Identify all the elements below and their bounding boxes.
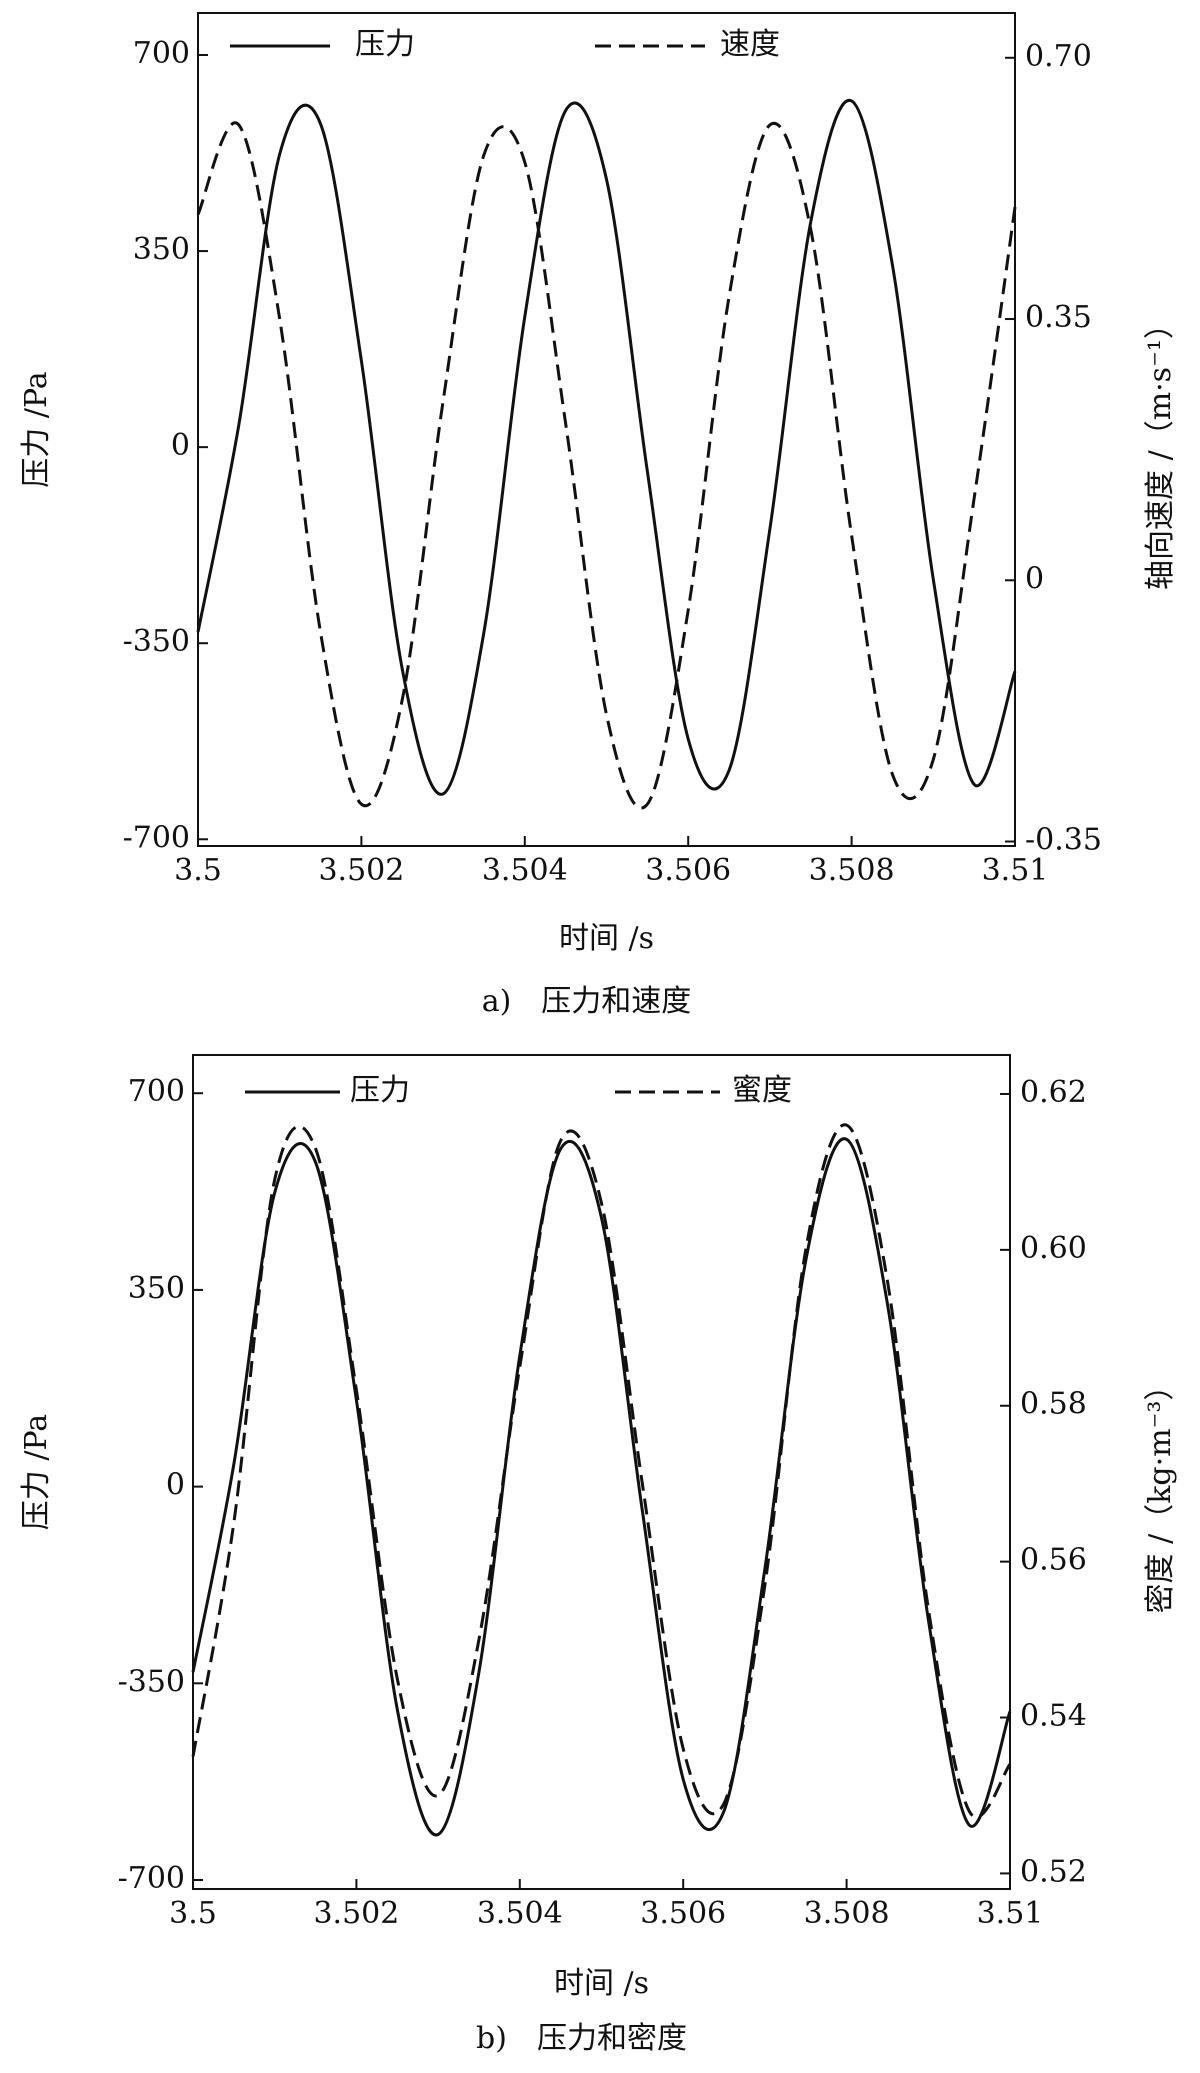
x-tick-label: 3.504 xyxy=(482,853,568,888)
y2-tick-label: 0.56 xyxy=(1020,1543,1087,1578)
legend-label: 压力 xyxy=(355,27,415,62)
y-tick-label: 700 xyxy=(133,36,190,71)
x-tick-label: 3.508 xyxy=(809,853,895,888)
x-tick-label: 3.508 xyxy=(804,1896,890,1931)
caption: b) 压力和密度 xyxy=(476,2021,687,2056)
series-line xyxy=(191,1123,1012,1819)
x-tick-label: 3.5 xyxy=(169,1896,217,1931)
y-axis-label: 压力 /Pa xyxy=(19,1414,54,1530)
y2-tick-label: 0.35 xyxy=(1025,300,1092,335)
legend-label: 速度 xyxy=(720,27,780,62)
x-tick-label: 3.51 xyxy=(982,853,1049,888)
y2-tick-label: 0.62 xyxy=(1020,1075,1087,1110)
x-tick-label: 3.504 xyxy=(477,1896,563,1931)
chart: 3.5 3.502 3.504 3.506 3.508 3.51 700 350 0 -350 -7… xyxy=(19,1054,1178,2056)
y2-tick-label: 0.54 xyxy=(1020,1699,1087,1734)
series-line xyxy=(196,98,1017,796)
y-tick-label: -350 xyxy=(118,1664,185,1699)
y2-axis-label: 轴向速度 /（m·s⁻¹） xyxy=(1143,309,1178,590)
y2-tick-label: 0.58 xyxy=(1020,1387,1087,1422)
x-tick-label: 3.506 xyxy=(640,1896,726,1931)
y2-tick-label: 0 xyxy=(1025,561,1044,596)
y2-tick-label: 0.52 xyxy=(1020,1854,1087,1889)
x-axis-label: 时间 /s xyxy=(559,921,654,956)
series-line xyxy=(196,121,1017,810)
plot-frame xyxy=(192,1054,1011,1890)
legend-label: 压力 xyxy=(350,1073,410,1108)
y-tick-label: 0 xyxy=(166,1468,185,1503)
y-tick-label: -700 xyxy=(123,820,190,855)
y-tick-label: 700 xyxy=(128,1074,185,1109)
x-axis-label: 时间 /s xyxy=(554,1966,649,2001)
y2-tick-label: 0.70 xyxy=(1025,39,1092,74)
series-line xyxy=(191,1137,1012,1837)
y2-tick-label: -0.35 xyxy=(1025,823,1102,858)
y-tick-label: 350 xyxy=(128,1271,185,1306)
x-tick-label: 3.502 xyxy=(318,853,404,888)
x-tick-label: 3.506 xyxy=(645,853,731,888)
x-tick-label: 3.51 xyxy=(977,1896,1044,1931)
y-tick-label: 350 xyxy=(133,232,190,267)
y-tick-label: -700 xyxy=(118,1861,185,1896)
y-axis-label: 压力 /Pa xyxy=(19,371,54,487)
y-tick-label: -350 xyxy=(123,624,190,659)
y-tick-label: 0 xyxy=(171,428,190,463)
x-tick-label: 3.502 xyxy=(313,1896,399,1931)
x-tick-label: 3.5 xyxy=(174,853,222,888)
y2-tick-label: 0.60 xyxy=(1020,1231,1087,1266)
plot-frame xyxy=(197,12,1016,847)
chart: 3.5 3.502 3.504 3.506 3.508 3.51 700 350 0 -350 -7… xyxy=(19,12,1178,1019)
legend-label: 蜜度 xyxy=(732,1073,792,1108)
caption: a) 压力和速度 xyxy=(482,984,692,1019)
y2-axis-label: 密度 /（kg·m⁻³） xyxy=(1143,1371,1178,1614)
